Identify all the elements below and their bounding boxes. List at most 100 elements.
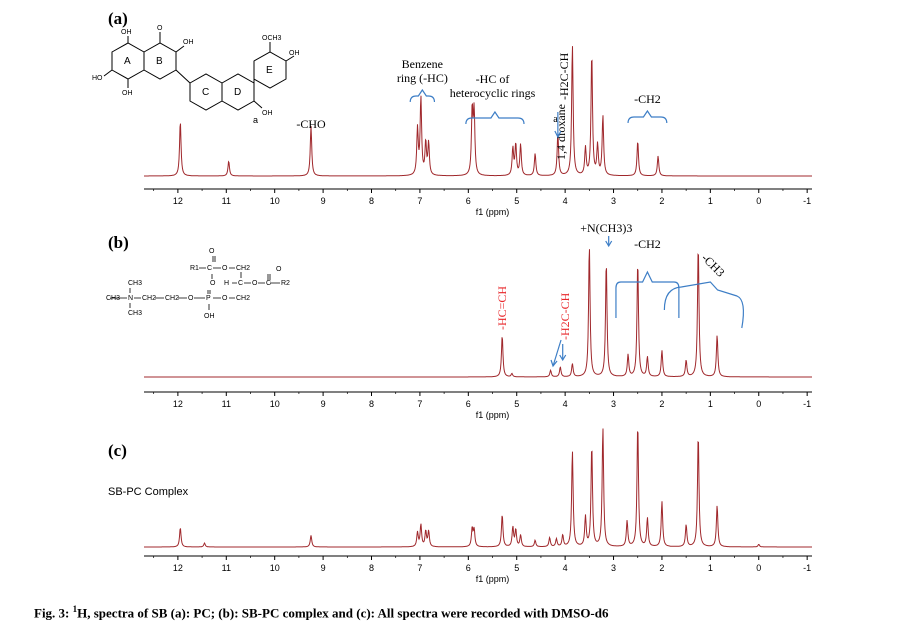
bracket	[409, 88, 436, 103]
tick-label: -1	[803, 563, 811, 573]
tick-label: 11	[222, 563, 231, 573]
svg-text:A: A	[124, 56, 131, 67]
peak-annotation: -H2C-CH	[558, 292, 572, 340]
svg-text:O: O	[252, 280, 258, 287]
spectrum-line-a	[144, 46, 812, 177]
tick-label: 4	[563, 563, 568, 573]
svg-text:OH: OH	[183, 39, 194, 46]
svg-text:CH2: CH2	[165, 295, 179, 302]
x-axis-c: 12 11 10 9 8 7 6 5 4 3 2 1 0 -1f1 (ppm)	[144, 555, 812, 584]
bracket	[615, 270, 680, 318]
tick-label: 12	[173, 563, 183, 573]
tick-label: 11	[222, 399, 231, 409]
tick-label: 8	[369, 196, 374, 206]
svg-text:CH2: CH2	[236, 265, 250, 272]
tick-label: 10	[270, 563, 280, 573]
svg-text:CH2: CH2	[142, 295, 156, 302]
peak-annotation: -HC=CH	[495, 286, 509, 330]
x-axis-label: f1 (ppm)	[476, 207, 510, 217]
tick-label: 2	[659, 563, 664, 573]
tick-label: 5	[514, 399, 519, 409]
tick-label: 6	[466, 399, 471, 409]
arrow-head	[559, 354, 567, 362]
tick-label: 1	[708, 563, 713, 573]
svg-text:O: O	[276, 266, 282, 273]
arrow-head	[605, 240, 613, 248]
svg-text:CH3: CH3	[106, 295, 120, 302]
svg-text:CH3: CH3	[128, 310, 142, 317]
tick-label: 5	[514, 196, 519, 206]
peak-annotation: -CH2	[634, 92, 661, 106]
bracket	[663, 281, 744, 329]
peak-annotation: -CHO	[296, 117, 326, 131]
svg-text:N: N	[128, 295, 133, 302]
svg-text:R1: R1	[190, 265, 199, 272]
peak-annotation: -CH2	[634, 237, 661, 251]
tick-label: 9	[321, 563, 326, 573]
peak-annotation: ring (-HC)	[397, 71, 448, 85]
svg-text:a: a	[253, 115, 258, 125]
x-axis-b: 12 11 10 9 8 7 6 5 4 3 2 1 0 -1f1 (ppm)	[144, 391, 812, 420]
chemical-structure-sb	[103, 32, 295, 111]
svg-text:O: O	[209, 248, 215, 255]
svg-text:OH: OH	[121, 29, 132, 36]
svg-text:O: O	[188, 295, 194, 302]
spectrum-panel-a: (a) OH O OCH3 OH HO OH OH OH A B C D E a…	[92, 9, 812, 217]
svg-text:C: C	[207, 265, 212, 272]
svg-text:OH: OH	[262, 110, 273, 117]
tick-label: 11	[222, 196, 231, 206]
tick-label: 12	[173, 196, 183, 206]
chemical-structure-pc: O R1 C O CH2 O O H C O C R2 CH3 CH3 N CH…	[106, 248, 290, 320]
arrow-head	[550, 359, 558, 368]
peak-annotation: -HC of	[476, 72, 510, 86]
peak-annotation: Benzene	[402, 57, 443, 71]
panel-label-b: (b)	[108, 233, 129, 252]
peak-annotation: -H2C-CH	[557, 52, 571, 100]
bracket	[627, 109, 668, 124]
spectrum-panel-c: (c) SB-PC Complex 12 11 10 9 8 7 6 5 4 3 2 1 0 -1f1 (…	[108, 428, 812, 584]
tick-label: 6	[466, 563, 471, 573]
tick-label: 9	[321, 399, 326, 409]
tick-label: 12	[173, 399, 183, 409]
x-axis-label: f1 (ppm)	[476, 410, 510, 420]
svg-text:HO: HO	[92, 75, 103, 82]
peak-annotation: -CH3	[699, 251, 728, 280]
svg-text:O: O	[210, 280, 216, 287]
figure-caption: Fig. 3: 1H, spectra of SB (a): PC; (b): …	[34, 604, 609, 621]
svg-text:C: C	[266, 280, 271, 287]
svg-text:O: O	[222, 265, 228, 272]
tick-label: 2	[659, 196, 664, 206]
svg-text:D: D	[234, 87, 241, 98]
svg-text:CH2: CH2	[236, 295, 250, 302]
annotations-b: -HC=CH -H2C-CH +N(CH3)3-CH2 -CH3	[495, 221, 744, 368]
tick-label: 4	[563, 196, 568, 206]
svg-text:OH: OH	[289, 50, 300, 57]
ring-bonds	[103, 32, 295, 109]
structure-labels-a: OH O OCH3 OH HO OH OH OH A B C D E a	[92, 25, 300, 125]
tick-label: 3	[611, 399, 616, 409]
spectrum-panel-b: (b) O R1 C O CH2 O O H C O C R2 CH3 CH3 …	[106, 221, 812, 420]
svg-text:H: H	[224, 280, 229, 287]
svg-text:P: P	[206, 295, 211, 302]
svg-text:C: C	[238, 280, 243, 287]
tick-label: 8	[369, 563, 374, 573]
svg-text:B: B	[156, 56, 163, 67]
panel-label-c: (c)	[108, 441, 127, 460]
tick-label: 0	[756, 196, 761, 206]
svg-text:R2: R2	[281, 280, 290, 287]
tick-label: -1	[803, 399, 811, 409]
svg-text:OH: OH	[122, 90, 133, 97]
tick-label: 10	[270, 399, 280, 409]
tick-label: 1	[708, 196, 713, 206]
svg-text:E: E	[266, 65, 273, 76]
arrow-head	[554, 130, 562, 139]
tick-label: 0	[756, 563, 761, 573]
tick-label: 4	[563, 399, 568, 409]
tick-label: -1	[803, 196, 811, 206]
tick-label: 3	[611, 563, 616, 573]
svg-text:C: C	[202, 87, 209, 98]
svg-text:OH: OH	[204, 313, 215, 320]
svg-text:OCH3: OCH3	[262, 35, 282, 42]
